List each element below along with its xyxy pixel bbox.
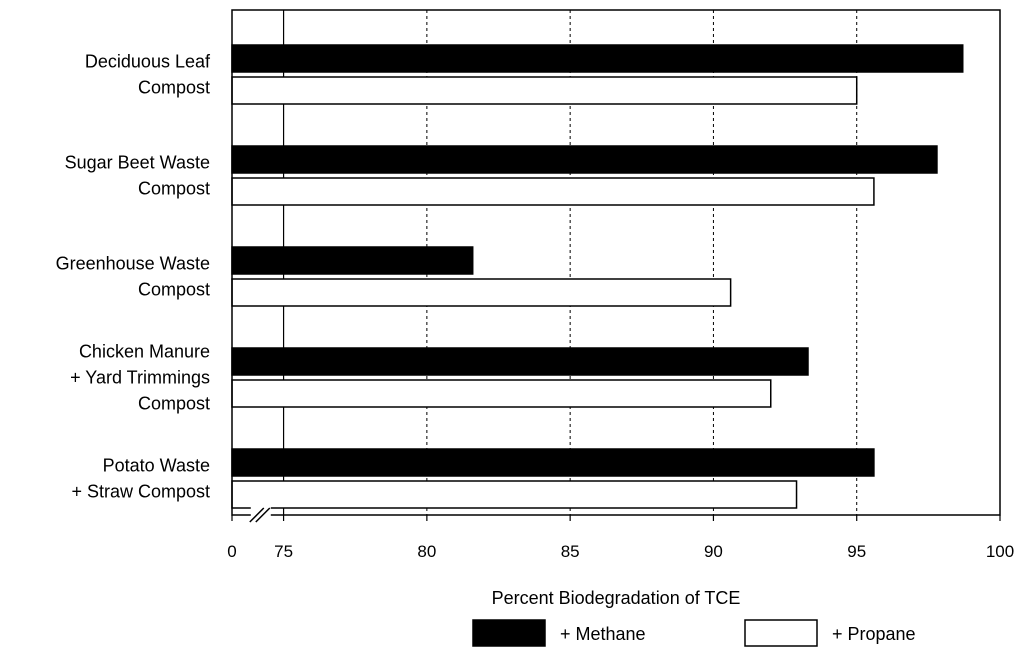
category-labels: Deciduous Leaf Compost Sugar Beet Waste Com… xyxy=(56,52,211,502)
x-tick-label: 100 xyxy=(986,542,1014,561)
bar-methane xyxy=(231,246,474,275)
x-axis: 0 75 80 85 90 95 100 xyxy=(227,505,1014,561)
category-label: Compost xyxy=(138,179,210,199)
bar-methane xyxy=(231,44,964,73)
category-label: Compost xyxy=(138,78,210,98)
legend-swatch-propane xyxy=(744,619,818,647)
legend: + Methane + Propane xyxy=(472,619,916,647)
category-label: Chicken Manure xyxy=(79,342,210,362)
legend-label-methane: + Methane xyxy=(560,624,646,644)
category-label: + Yard Trimmings xyxy=(70,368,210,388)
category-label: Deciduous Leaf xyxy=(85,52,211,72)
bars xyxy=(231,44,964,509)
legend-swatch-methane xyxy=(472,619,546,647)
legend-label-propane: + Propane xyxy=(832,624,916,644)
x-tick-label: 0 xyxy=(227,542,236,561)
bar-propane xyxy=(231,379,772,408)
category-label: Compost xyxy=(138,280,210,300)
x-tick-label: 75 xyxy=(274,542,293,561)
category-label: Compost xyxy=(138,394,210,414)
x-tick-label: 85 xyxy=(561,542,580,561)
x-tick-label: 95 xyxy=(847,542,866,561)
bar-propane xyxy=(231,278,732,307)
bar-methane xyxy=(231,145,938,174)
bar-propane xyxy=(231,177,875,206)
bar-propane xyxy=(231,480,798,509)
x-tick-label: 90 xyxy=(704,542,723,561)
bar-propane xyxy=(231,76,858,105)
x-tick-label: 80 xyxy=(417,542,436,561)
category-label: Potato Waste xyxy=(103,456,210,476)
plot-frame xyxy=(231,9,1001,516)
axis-break-mark xyxy=(249,505,271,525)
x-axis-title: Percent Biodegradation of TCE xyxy=(492,588,741,608)
category-label: Greenhouse Waste xyxy=(56,254,210,274)
category-label: Sugar Beet Waste xyxy=(65,153,210,173)
category-label: + Straw Compost xyxy=(71,482,210,502)
bar-methane xyxy=(231,347,809,376)
bar-methane xyxy=(231,448,875,477)
